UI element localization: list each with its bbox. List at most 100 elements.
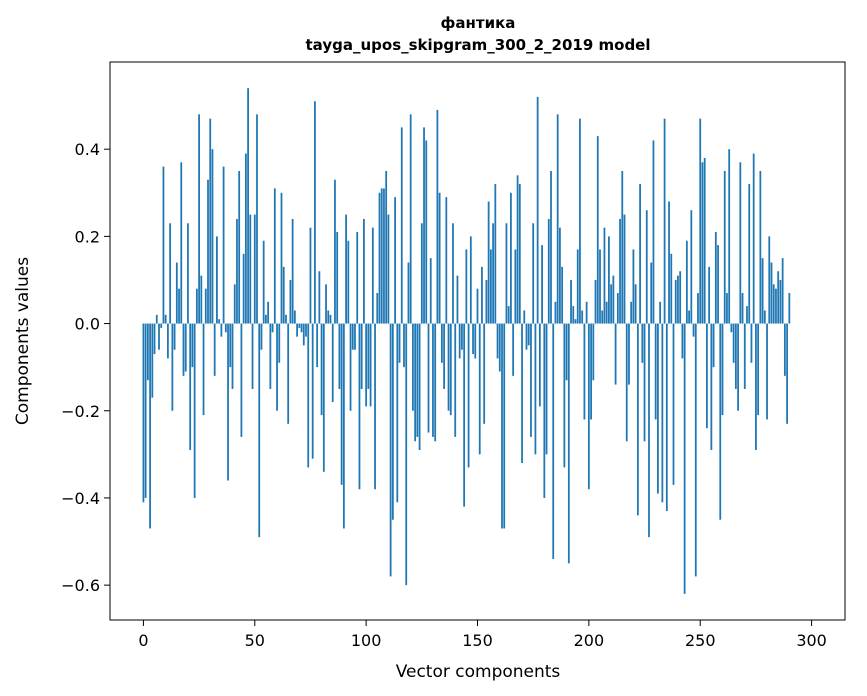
bar-component-22 (191, 323, 194, 368)
bar-component-27 (202, 323, 205, 416)
bar-component-186 (556, 114, 559, 324)
bar-component-99 (363, 218, 365, 324)
x-tick-label: 0 (138, 631, 148, 650)
bar-component-221 (634, 284, 637, 324)
bar-component-178 (538, 323, 541, 407)
bar-component-123 (416, 323, 419, 437)
bar-component-204 (596, 136, 599, 324)
bar-component-18 (182, 323, 185, 376)
bar-component-193 (572, 306, 575, 324)
bar-component-188 (561, 266, 564, 324)
bar-component-218 (628, 323, 630, 385)
bar-component-61 (278, 323, 281, 363)
bar-component-268 (739, 162, 742, 324)
bar-component-141 (456, 275, 459, 324)
bar-component-222 (636, 323, 639, 516)
chart-title: фантика (441, 14, 516, 32)
bar-component-142 (458, 323, 461, 359)
bar-component-261 (723, 170, 726, 324)
bar-component-185 (554, 301, 557, 324)
bar-component-117 (403, 323, 405, 368)
bar-component-253 (706, 323, 708, 429)
bar-component-239 (674, 279, 677, 324)
bar-component-183 (550, 170, 552, 324)
bar-component-262 (726, 293, 728, 324)
bar-component-124 (418, 323, 421, 450)
bar-component-82 (325, 284, 327, 324)
bar-component-86 (334, 179, 336, 324)
bar-component-214 (619, 218, 621, 324)
x-tick-label: 250 (685, 631, 716, 650)
y-axis-ticks: −0.6 −0.4 −0.2 0.0 0.2 0.4 (61, 140, 110, 595)
bar-component-274 (752, 153, 755, 324)
bar-component-181 (545, 323, 548, 455)
bar-component-67 (291, 218, 294, 324)
bar-component-90 (342, 323, 345, 529)
bar-component-47 (247, 88, 249, 324)
bar-component-265 (732, 323, 735, 363)
bar-component-215 (621, 170, 624, 324)
bar-component-119 (407, 262, 410, 324)
bar-component-251 (701, 162, 704, 324)
bar-component-187 (559, 227, 561, 324)
bar-component-260 (721, 323, 724, 416)
bar-component-76 (311, 323, 314, 459)
bar-component-43 (238, 170, 241, 324)
bar-component-127 (425, 140, 428, 324)
bar-component-140 (454, 323, 457, 437)
bar-component-0 (142, 323, 145, 503)
bar-component-201 (590, 323, 592, 420)
bar-component-107 (380, 188, 383, 324)
bar-component-169 (518, 184, 521, 324)
bar-component-6 (155, 314, 158, 324)
bar-component-7 (158, 323, 160, 350)
bar-component-50 (253, 214, 256, 324)
bar-component-235 (665, 323, 668, 512)
bar-component-153 (483, 323, 486, 424)
bar-component-10 (164, 314, 167, 324)
bar-component-256 (712, 323, 715, 368)
bar-component-189 (563, 323, 566, 468)
bar-component-208 (605, 301, 608, 324)
bar-component-122 (414, 323, 417, 442)
bar-component-134 (440, 323, 443, 363)
bar-component-42 (236, 218, 238, 324)
bar-component-164 (507, 306, 510, 324)
bar-component-275 (755, 323, 757, 450)
bar-component-20 (187, 223, 189, 324)
bar-component-180 (543, 323, 546, 498)
bar-component-9 (162, 166, 165, 324)
bar-component-74 (307, 323, 310, 468)
bar-component-58 (271, 323, 274, 333)
bar-component-225 (643, 323, 646, 442)
bar-component-176 (534, 323, 537, 455)
bar-component-196 (579, 118, 581, 324)
bar-component-259 (719, 323, 722, 520)
bar-component-258 (717, 245, 719, 324)
bar-component-146 (467, 323, 470, 468)
bar-component-112 (391, 323, 394, 520)
plot-frame (109, 61, 846, 621)
bar-component-95 (354, 323, 356, 350)
bar-component-203 (594, 279, 597, 324)
bar-component-3 (149, 323, 151, 529)
bar-component-264 (730, 323, 733, 333)
bar-component-53 (260, 323, 263, 350)
bar-component-139 (452, 223, 454, 324)
bar-component-40 (231, 323, 234, 389)
bar-component-255 (710, 323, 713, 450)
bar-component-223 (639, 184, 641, 324)
bar-component-69 (296, 323, 298, 337)
bar-component-100 (365, 323, 368, 407)
bar-component-257 (714, 232, 717, 324)
bar-component-38 (227, 323, 229, 481)
bar-component-156 (489, 249, 492, 324)
bar-component-192 (570, 279, 572, 324)
bar-component-29 (207, 179, 209, 324)
bar-component-226 (645, 210, 648, 324)
bar-component-1 (144, 323, 147, 498)
bar-component-195 (576, 249, 579, 324)
bar-component-210 (610, 284, 613, 324)
bar-component-13 (171, 323, 174, 411)
bar-component-98 (360, 323, 363, 389)
